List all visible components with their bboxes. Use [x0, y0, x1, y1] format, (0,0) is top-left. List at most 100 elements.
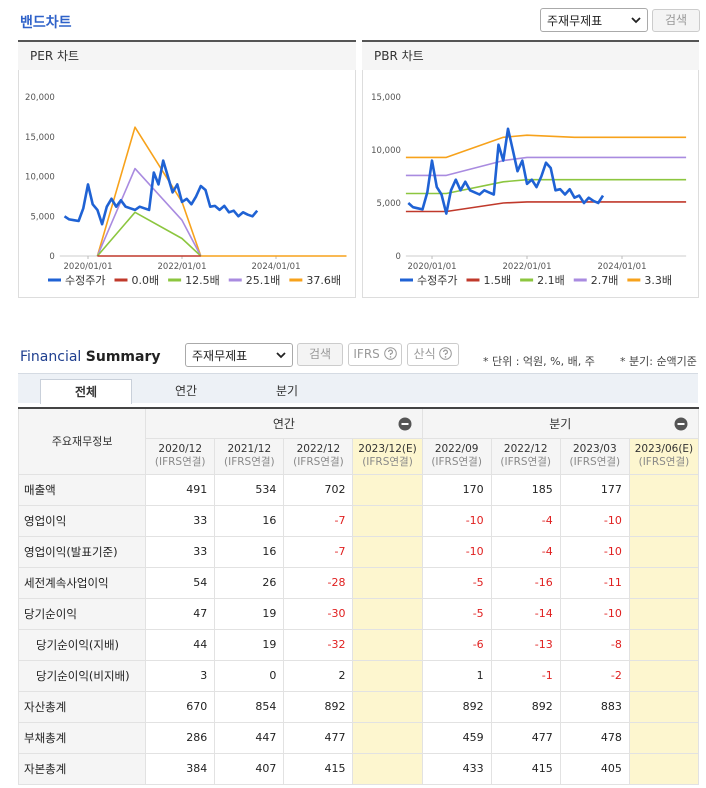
y-tick-label: 15,000 [371, 93, 401, 103]
empty-cell [628, 690, 700, 723]
collapse-icon[interactable] [398, 417, 412, 431]
value-cell: 170 [421, 473, 492, 506]
empty-cell [628, 752, 700, 785]
value-cell: -5 [421, 597, 492, 630]
search-button[interactable]: 검색 [652, 9, 700, 32]
value-cell: -4 [490, 504, 561, 537]
column-period: 2020/12 [158, 443, 203, 455]
header-row: 주요재무정보 연간 분기 [17, 407, 700, 475]
value-cell: -7 [283, 535, 354, 568]
ifrs-text: IFRS [353, 347, 380, 361]
unit-note: * 단위 : 억원, %, 배, 주 [483, 355, 595, 368]
data-row: 자산총계 670 854 892 892 892 883 [17, 690, 700, 723]
collapse-icon[interactable] [674, 417, 688, 431]
value-cell: 534 [214, 473, 285, 506]
value-cell: 33 [145, 504, 216, 537]
y-tick-label: 10,000 [25, 173, 55, 183]
column-header: 2022/12 (IFRS연결) [490, 437, 561, 475]
row-label: 당기순이익(지배) [17, 628, 147, 661]
tab-bar: 전체 연간 분기 [18, 373, 698, 404]
empty-cell [352, 721, 423, 754]
value-cell: 491 [145, 473, 216, 506]
summary-title: Financial Summary [20, 349, 160, 365]
y-tick-label: 5,000 [377, 199, 401, 209]
empty-cell [628, 535, 700, 568]
value-cell: 477 [490, 721, 561, 754]
column-basis: (IFRS연결) [362, 456, 413, 468]
value-cell: 0 [214, 659, 285, 692]
tab[interactable]: 분기 [275, 384, 299, 398]
legend-label: 1.5배 [483, 274, 511, 287]
pbr-box [362, 40, 699, 298]
column-header: 2020/12 (IFRS연결) [145, 437, 216, 475]
tab-active[interactable]: 전체 [40, 379, 132, 404]
statement-select[interactable]: 주재무제표 [540, 8, 648, 32]
legend-label: 3.3배 [644, 274, 672, 287]
value-cell: 447 [214, 721, 285, 754]
chart-title: PER 차트 [30, 49, 79, 63]
value-cell: 286 [145, 721, 216, 754]
column-period: 2023/12(E) [358, 443, 417, 455]
data-row: 영업이익(발표기준) 33 16 -7 -10 -4 -10 [17, 535, 700, 568]
data-row: 부채총계 286 447 477 459 477 478 [17, 721, 700, 754]
legend-label: 0.0배 [131, 274, 159, 287]
series-line [407, 127, 605, 215]
summary-title-a: Financial [20, 349, 82, 365]
value-cell: -14 [490, 597, 561, 630]
ifrs-button[interactable]: IFRS [348, 343, 402, 366]
value-cell: 892 [490, 690, 561, 723]
column-period: 2023/03 [573, 443, 617, 455]
group-header: 분기 [421, 407, 700, 439]
data-row: 영업이익 33 16 -7 -10 -4 -10 [17, 504, 700, 537]
data-row: 당기순이익 47 19 -30 -5 -14 -10 [17, 597, 700, 630]
empty-cell [352, 659, 423, 692]
value-cell: 26 [214, 566, 285, 599]
value-cell: 44 [145, 628, 216, 661]
legend-label: 12.5배 [185, 274, 220, 287]
empty-cell [628, 628, 700, 661]
empty-cell [628, 566, 700, 599]
value-cell: 1 [421, 659, 492, 692]
y-tick-label: 10,000 [371, 146, 401, 156]
value-cell: 415 [490, 752, 561, 785]
empty-cell [628, 504, 700, 537]
column-header: 2022/09 (IFRS연결) [421, 437, 492, 475]
column-basis: (IFRS연결) [293, 456, 344, 468]
empty-cell [352, 504, 423, 537]
per-box [18, 40, 356, 298]
value-cell: 407 [214, 752, 285, 785]
value-cell: 33 [145, 535, 216, 568]
x-tick-label: 2022/01/01 [158, 262, 207, 272]
group-header: 연간 [145, 407, 423, 439]
value-cell: 883 [559, 690, 630, 723]
quarter-note: * 분기: 순액기준 [620, 355, 697, 368]
x-tick-label: 2024/01/01 [252, 262, 301, 272]
value-cell: 854 [214, 690, 285, 723]
summary-search[interactable]: 검색 [297, 343, 343, 366]
value-cell: 702 [283, 473, 354, 506]
column-header: 2022/12 (IFRS연결) [283, 437, 354, 475]
per-header [18, 40, 356, 70]
column-period: 2022/09 [434, 443, 479, 455]
value-cell: 19 [214, 628, 285, 661]
empty-cell [352, 473, 423, 506]
formula-button[interactable]: 산식 [407, 343, 459, 366]
column-basis: (IFRS연결) [224, 456, 275, 468]
value-cell: -10 [559, 504, 630, 537]
row-label: 부채총계 [17, 721, 147, 754]
tab[interactable]: 연간 [174, 384, 198, 398]
value-cell: -10 [421, 504, 492, 537]
row-label: 자산총계 [17, 690, 147, 723]
help-icon [383, 347, 397, 360]
group-label: 연간 [272, 416, 295, 431]
empty-cell [352, 597, 423, 630]
summary-select[interactable]: 주재무제표 [185, 343, 293, 367]
empty-cell [628, 659, 700, 692]
column-period: 2023/06(E) [634, 443, 694, 455]
value-cell: -4 [490, 535, 561, 568]
series-line [96, 211, 202, 257]
data-row: 세전계속사업이익 54 26 -28 -5 -16 -11 [17, 566, 700, 599]
x-tick-label: 2020/01/01 [64, 262, 113, 272]
value-cell: 16 [214, 504, 285, 537]
value-cell: -10 [421, 535, 492, 568]
